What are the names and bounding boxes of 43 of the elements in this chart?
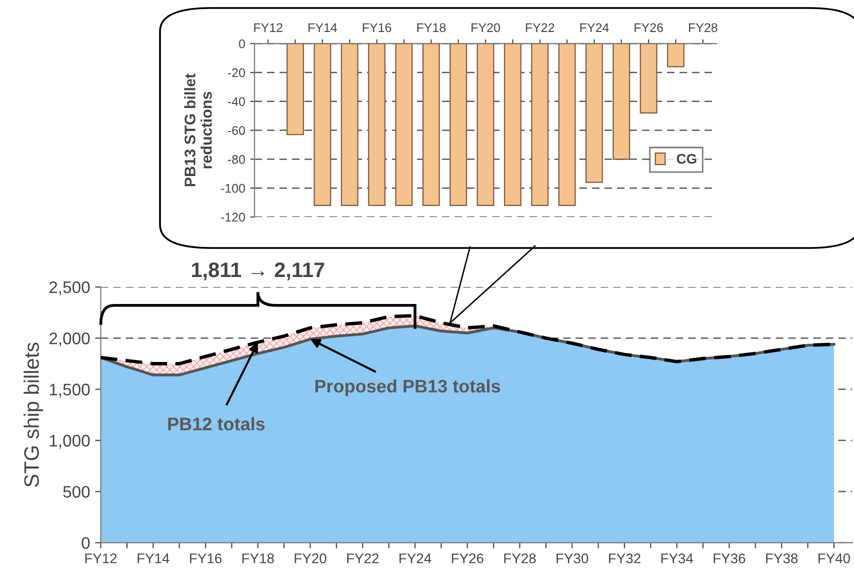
- x-tick-label: FY40: [818, 553, 850, 564]
- x-tick-label: FY36: [714, 553, 746, 564]
- x-tick-label: FY18: [417, 23, 446, 32]
- y-tick-label: -80: [228, 155, 245, 164]
- x-tick-label: FY26: [452, 553, 484, 564]
- y-tick-label: 1,000: [50, 434, 90, 449]
- annotation: Proposed PB13 totals: [315, 379, 500, 396]
- x-tick-label: FY38: [766, 553, 798, 564]
- x-tick-label: FY16: [190, 553, 222, 564]
- x-tick-label: FY14: [138, 554, 170, 564]
- y-tick-label: 0: [82, 537, 90, 549]
- y-tick-label: -60: [228, 126, 245, 135]
- y-tick-label: -20: [228, 68, 245, 78]
- x-tick-label: FY28: [504, 553, 536, 564]
- y-tick-label: -40: [228, 97, 245, 106]
- y-tick-label: 1,500: [50, 384, 90, 398]
- x-tick-label: FY14: [308, 23, 338, 32]
- x-tick-label: FY24: [400, 553, 432, 564]
- x-tick-label: FY18: [242, 553, 274, 564]
- y-tick-label: 2,000: [49, 332, 90, 346]
- y-axis-title: STG ship billets: [24, 342, 44, 487]
- legend-label: CG: [676, 154, 696, 164]
- y-tick-label: -100: [221, 184, 245, 193]
- x-tick-label: FY12: [254, 23, 282, 32]
- y-axis-title: PB13 STG billet reductions: [184, 74, 212, 186]
- annotation: PB12 totals: [168, 417, 265, 430]
- x-tick-label: FY20: [294, 553, 326, 564]
- y-tick-label: 0: [239, 39, 245, 48]
- x-tick-label: FY34: [661, 553, 694, 564]
- x-tick-label: FY16: [362, 23, 392, 32]
- y-tick-label: 2,500: [49, 281, 90, 296]
- y-tick-label: -120: [221, 212, 245, 222]
- x-tick-label: FY24: [580, 23, 609, 32]
- x-tick-label: FY12: [85, 553, 117, 564]
- x-tick-label: FY32: [609, 553, 640, 564]
- x-tick-label: FY22: [526, 23, 554, 32]
- x-tick-label: FY20: [472, 23, 500, 32]
- annotation: 1,811 → 2,117: [192, 262, 324, 280]
- x-tick-label: FY26: [634, 23, 663, 32]
- x-tick-label: FY30: [556, 553, 588, 564]
- x-tick-label: FY28: [689, 23, 718, 32]
- y-tick-label: 500: [63, 486, 90, 498]
- x-tick-label: FY22: [347, 553, 379, 564]
